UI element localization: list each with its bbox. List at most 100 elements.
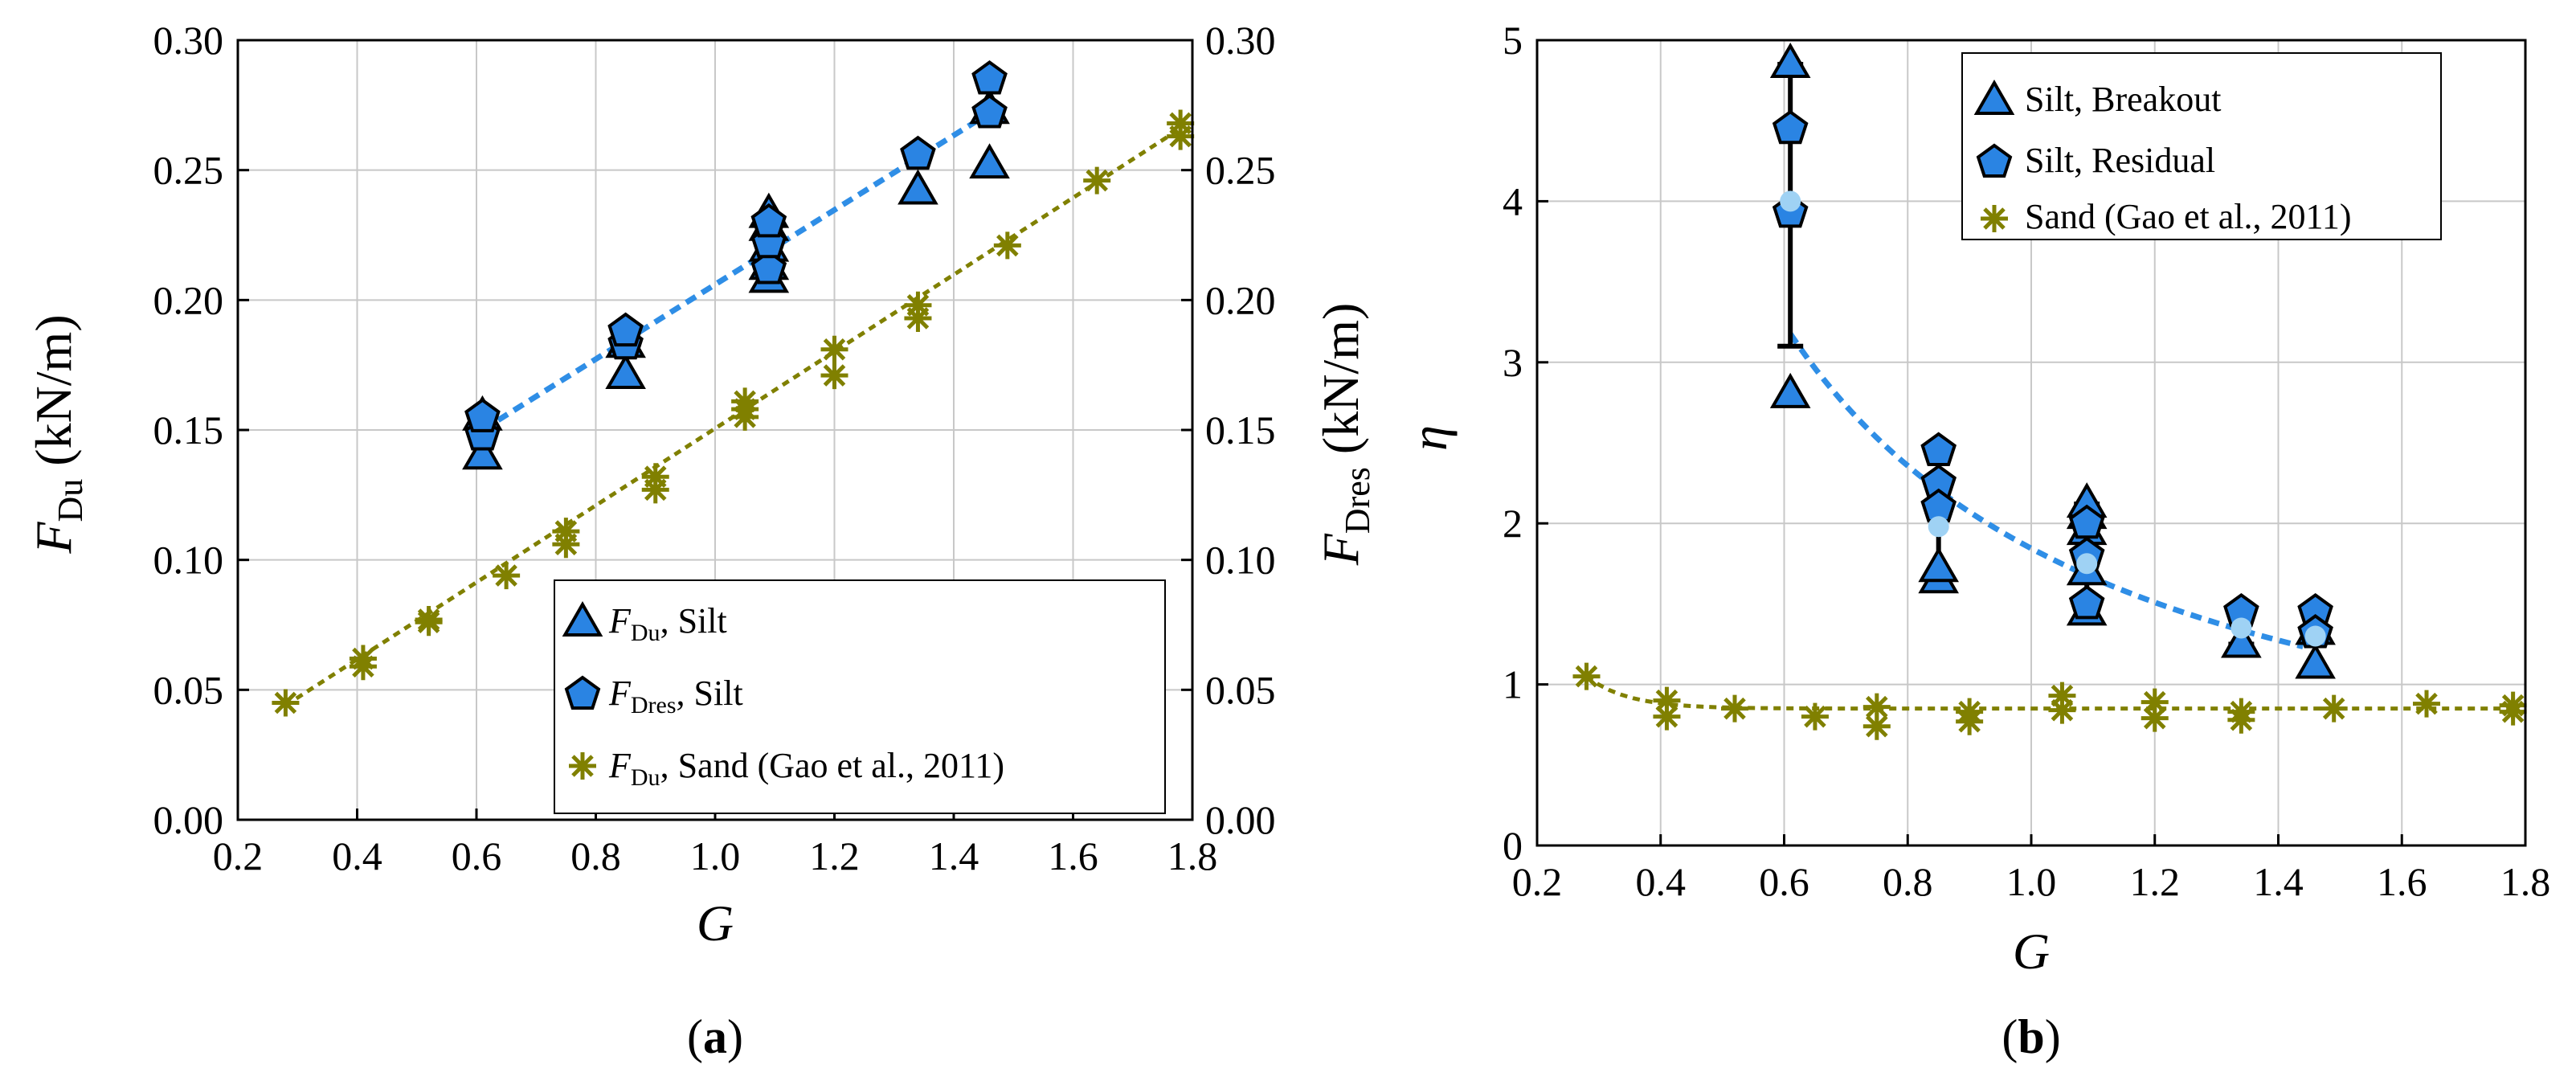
- asterisk-point: [2141, 688, 2169, 716]
- x-tick-label: 0.8: [1883, 859, 1933, 904]
- panel-a-y-axis-title-right: FDres (kN/m): [1312, 303, 1377, 567]
- legend-entry-fdu-silt: FDu, Silt: [608, 601, 727, 646]
- asterisk-point: [641, 463, 669, 491]
- pentagon-point: [607, 312, 644, 347]
- panel-a-x-axis-title: G: [697, 895, 734, 952]
- y-right-tick-label: 0.00: [1205, 797, 1276, 842]
- triangle-point: [2221, 622, 2262, 658]
- pentagon-point: [464, 398, 501, 432]
- asterisk-point: [349, 645, 377, 673]
- mean-point: [1780, 190, 1801, 212]
- mean-point: [2076, 553, 2098, 575]
- panel-b-ticks: 0.2 0.4 0.6 0.8 1.0 1.2 1.4 1.6 1.8 0 1 2 3 4 5: [1503, 18, 2550, 904]
- asterisk-point: [820, 362, 848, 390]
- y-tick-label: 0.00: [153, 797, 224, 842]
- x-tick-label: 0.4: [1636, 859, 1687, 904]
- y-tick-label: 4: [1503, 178, 1523, 223]
- y-tick-label: 0.10: [153, 538, 224, 583]
- pentagon-point: [900, 135, 936, 170]
- triangle-point: [462, 434, 503, 470]
- y-tick-label: 0.20: [153, 277, 224, 322]
- mean-point: [1928, 516, 1949, 538]
- x-tick-label: 1.4: [929, 833, 979, 878]
- pentagon-point: [750, 203, 787, 238]
- asterisk-point: [2499, 698, 2527, 726]
- x-tick-label: 0.2: [1512, 859, 1563, 904]
- asterisk-point: [993, 231, 1021, 260]
- asterisk-point: [272, 689, 300, 717]
- y-right-tick-label: 0.20: [1205, 277, 1276, 322]
- x-tick-label: 0.6: [1759, 859, 1809, 904]
- panel-a-chart: 0.2 0.4 0.6 0.8 1.0 1.2 1.4 1.6 1.80.00 0.000.05 0…: [25, 18, 1377, 1063]
- asterisk-point: [1572, 662, 1601, 690]
- x-tick-label: 1.2: [2130, 859, 2181, 904]
- panel-b-legend: Silt, Breakout Silt, Residual Sand (Gao …: [1961, 52, 2442, 240]
- triangle-point: [1769, 43, 1811, 79]
- asterisk-point: [731, 387, 759, 416]
- panel-a-data-marks: [272, 60, 1195, 717]
- x-tick-label: 1.0: [2006, 859, 2057, 904]
- asterisk-point: [1721, 694, 1748, 723]
- panel-a-legend: FDu, Silt FDres, Silt FDu, Sand (Gao et …: [554, 579, 1166, 814]
- asterisk-point: [2320, 694, 2348, 723]
- asterisk-point: [820, 335, 848, 363]
- y-right-tick-label: 0.10: [1205, 538, 1276, 583]
- panel-b-legend-marks: [1973, 79, 2015, 232]
- silt-fit-line: [480, 110, 992, 432]
- y-right-tick-label: 0.15: [1205, 407, 1276, 452]
- asterisk-point: [2141, 704, 2169, 732]
- triangle-point: [2295, 643, 2336, 679]
- legend-entry-sand-gao: Sand (Gao et al., 2011): [2025, 197, 2351, 236]
- legend-triangle-marker: [562, 600, 603, 637]
- y-tick-label: 0: [1503, 823, 1523, 868]
- asterisk-point: [1801, 702, 1829, 731]
- asterisk-point: [493, 562, 521, 590]
- asterisk-point: [1083, 166, 1111, 194]
- pentagon-point: [971, 94, 1008, 129]
- y-right-tick-label: 0.30: [1205, 18, 1276, 63]
- panel-a-legend-marks: [562, 600, 603, 780]
- asterisk-point: [1653, 702, 1681, 731]
- legend-entry-fdres-silt: FDres, Silt: [608, 673, 743, 718]
- triangle-point: [969, 143, 1010, 179]
- x-tick-label: 1.8: [1167, 833, 1218, 878]
- asterisk-point: [552, 518, 580, 546]
- asterisk-point: [1862, 712, 1891, 740]
- panel-b-legend-box: [1961, 52, 2442, 240]
- y-right-tick-label: 0.05: [1205, 667, 1276, 712]
- triangle-point: [898, 169, 938, 205]
- x-tick-label: 0.8: [570, 833, 621, 878]
- legend-triangle-marker: [1973, 79, 2015, 115]
- triangle-point: [605, 354, 646, 390]
- y-tick-label: 0.05: [153, 667, 224, 712]
- pentagon-point: [2068, 504, 2105, 539]
- triangle-point: [1769, 372, 1811, 408]
- legend-entry-fdu-sand: FDu, Sand (Gao et al., 2011): [608, 746, 1004, 791]
- panel-a-label: (a): [687, 1010, 743, 1063]
- pentagon-point: [1772, 109, 1809, 145]
- y-tick-label: 5: [1503, 18, 1523, 63]
- asterisk-point: [2413, 690, 2440, 718]
- x-tick-label: 0.4: [332, 833, 382, 878]
- panel-b-y-axis-title: η: [1400, 425, 1458, 451]
- y-right-tick-label: 0.25: [1205, 148, 1276, 193]
- x-tick-label: 1.8: [2500, 859, 2551, 904]
- legend-entry-silt-residual: Silt, Residual: [2025, 141, 2215, 180]
- x-tick-label: 0.6: [452, 833, 502, 878]
- x-tick-label: 1.6: [1048, 833, 1098, 878]
- x-tick-label: 1.0: [690, 833, 741, 878]
- legend-asterisk-marker: [1981, 205, 2008, 232]
- asterisk-point: [904, 291, 932, 319]
- x-tick-label: 1.2: [809, 833, 860, 878]
- x-tick-label: 1.6: [2377, 859, 2427, 904]
- mean-point: [2230, 617, 2252, 639]
- triangle-point: [1918, 547, 1959, 583]
- y-tick-label: 3: [1503, 340, 1523, 385]
- x-tick-label: 1.4: [2253, 859, 2304, 904]
- legend-pentagon-marker: [1976, 143, 2013, 178]
- asterisk-point: [1653, 686, 1681, 714]
- panel-b-label: (b): [2002, 1010, 2060, 1063]
- panel-a-ticks: 0.2 0.4 0.6 0.8 1.0 1.2 1.4 1.6 1.80.00 0.000.05 0…: [153, 18, 1276, 878]
- asterisk-point: [415, 606, 443, 634]
